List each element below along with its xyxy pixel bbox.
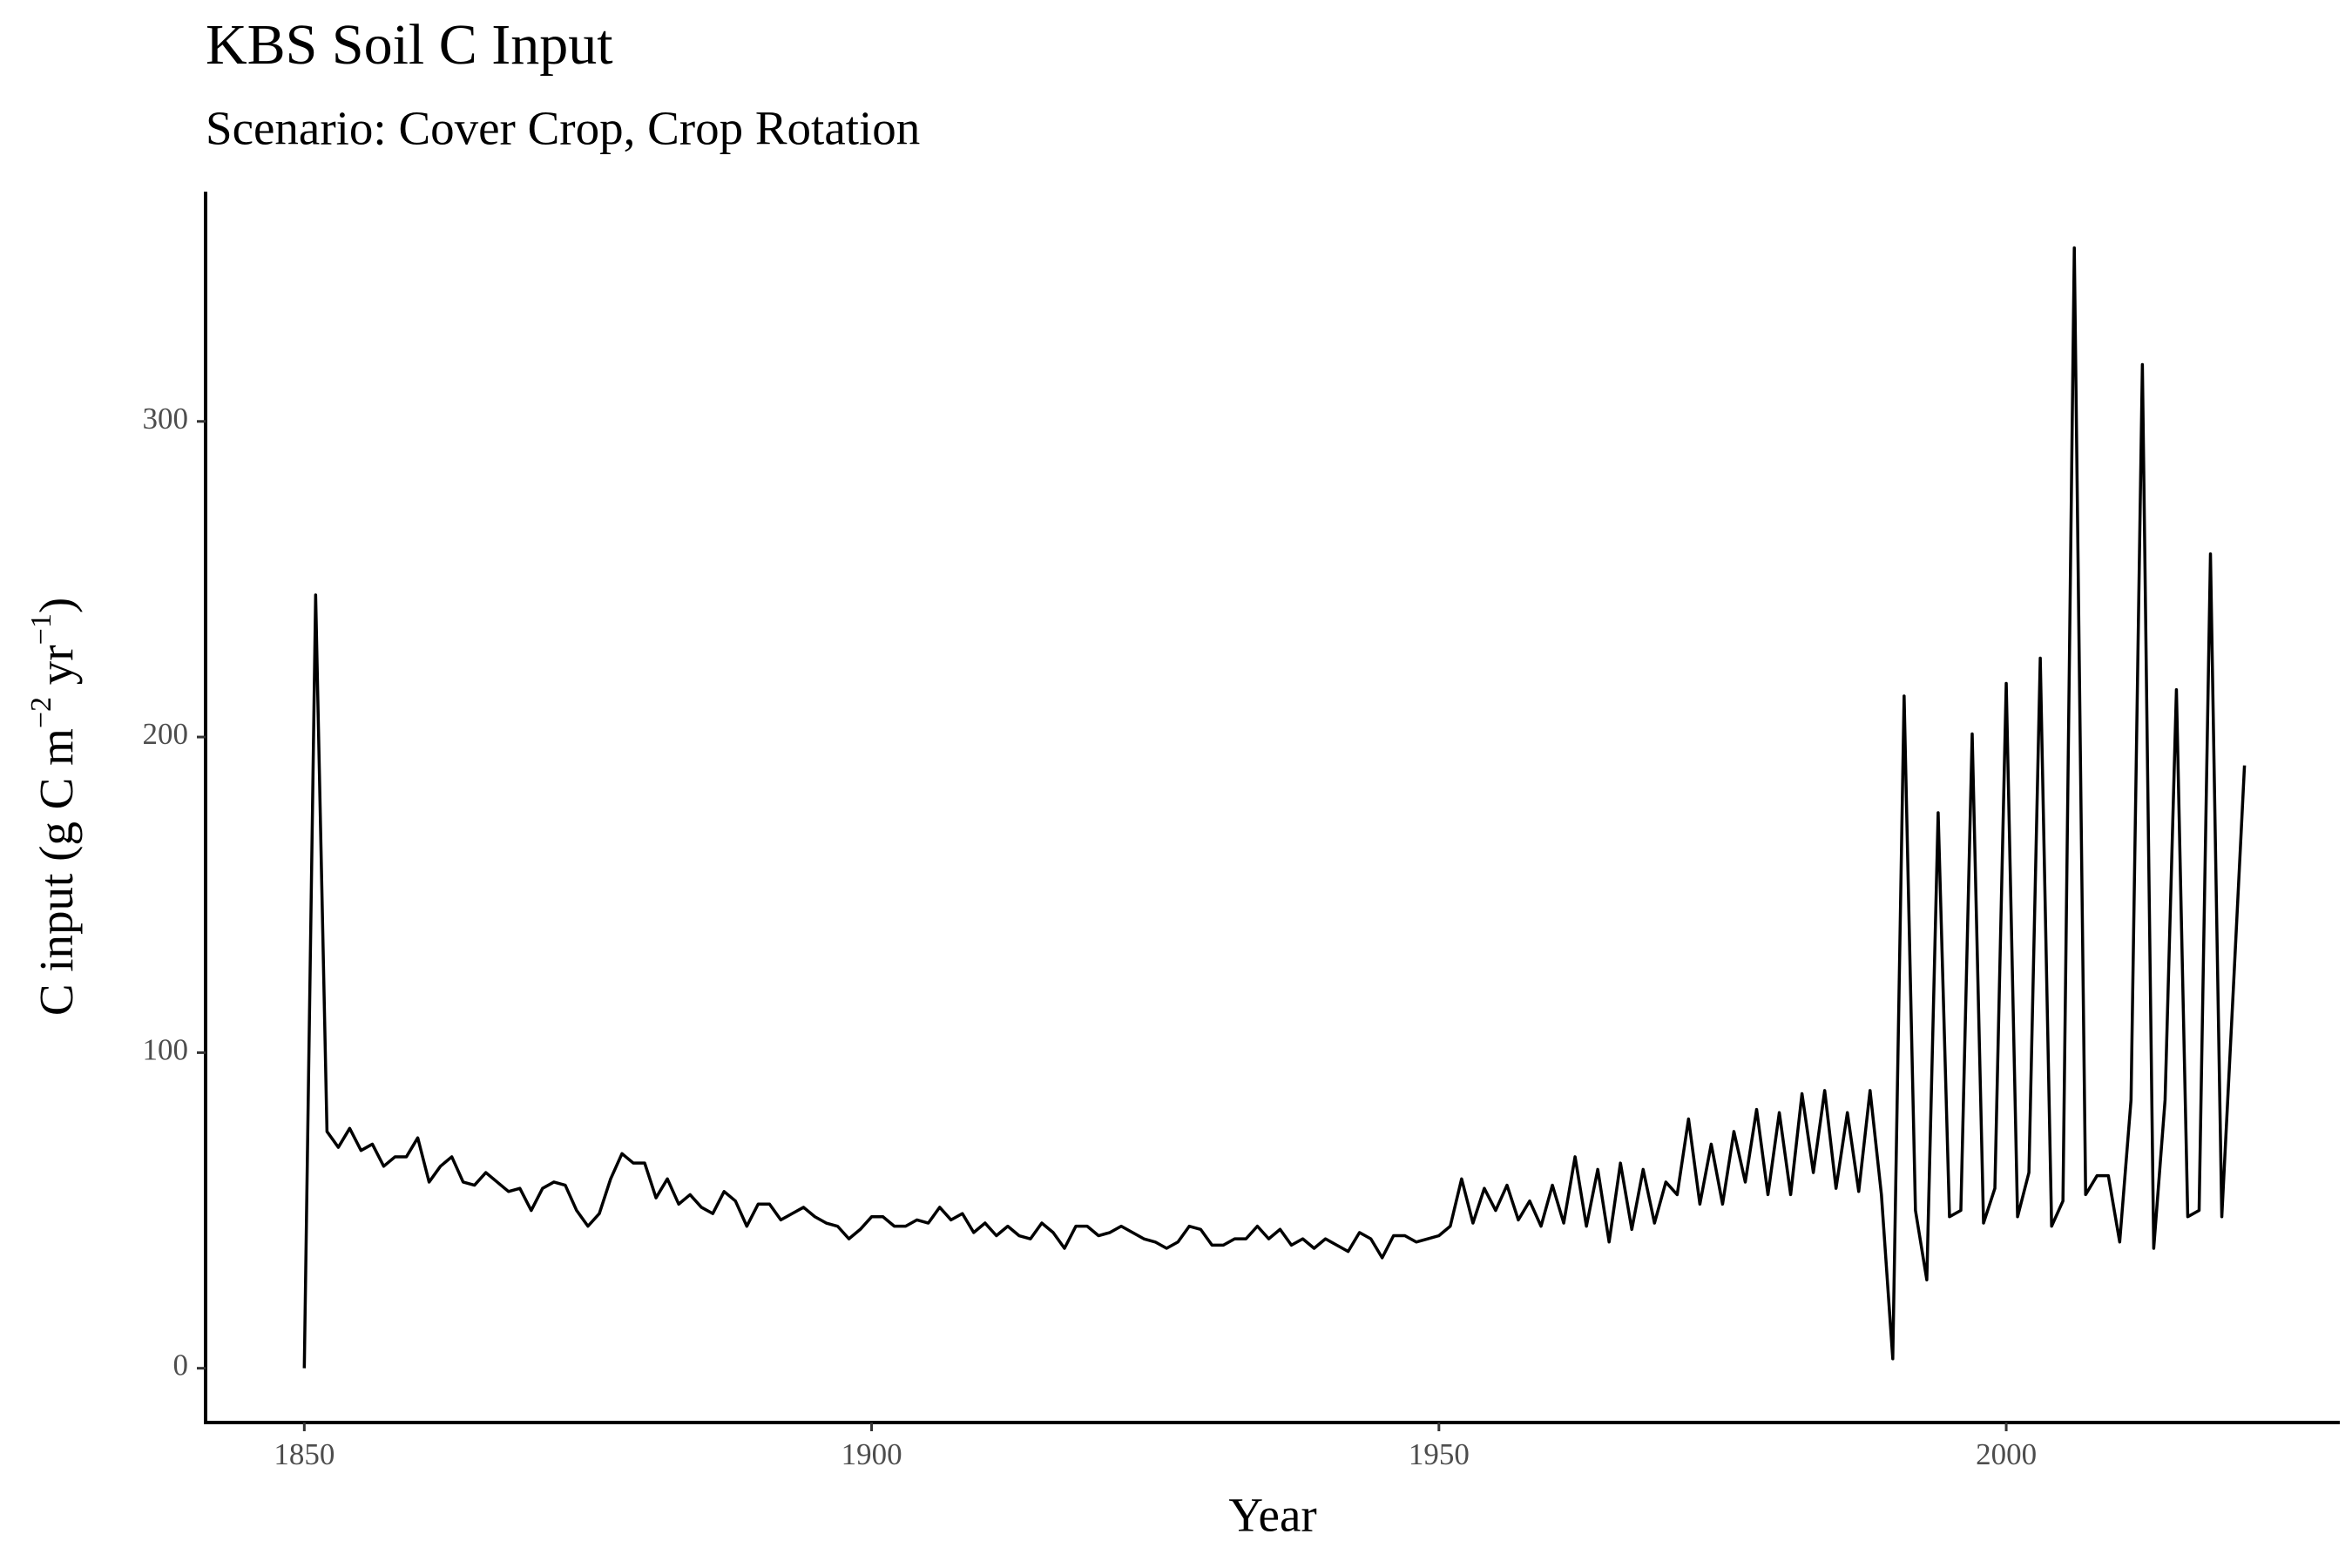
y-axis-title-part: ) [30,598,83,613]
x-tick-label: 1900 [841,1437,902,1471]
y-axis-title-superscript: −2 [25,697,57,728]
x-tick-label: 2000 [1976,1437,2037,1471]
y-tick-label: 300 [143,402,189,436]
y-tick-label: 0 [173,1348,189,1382]
y-axis-title-superscript: −1 [25,613,57,645]
chart-title: KBS Soil C Input [206,13,613,77]
y-axis-title: C input (g C m−2 yr−1) [25,598,83,1016]
y-tick-label: 100 [143,1032,189,1066]
x-axis-title: Year [1228,1489,1316,1542]
x-tick-label: 1850 [274,1437,335,1471]
chart-subtitle: Scenario: Cover Crop, Crop Rotation [206,102,920,155]
y-axis-title-part: C input (g C m [30,728,83,1016]
y-tick-label: 200 [143,717,189,751]
y-axis-title-part: yr [30,645,83,697]
x-tick-label: 1950 [1409,1437,1470,1471]
data-line [302,246,2247,1369]
